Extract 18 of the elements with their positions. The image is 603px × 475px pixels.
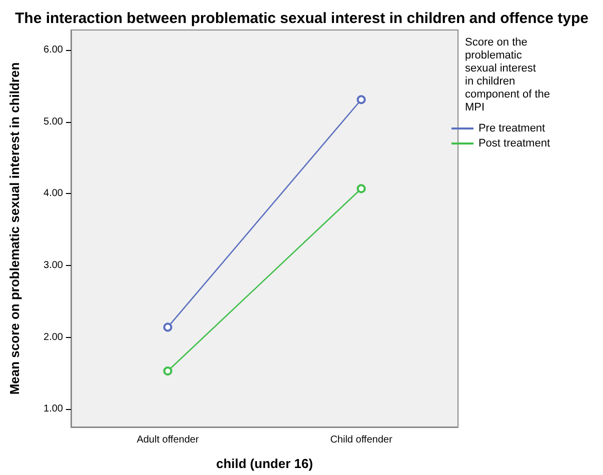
point (356, 95, 366, 104)
point (163, 366, 172, 376)
y-tick-label: 4.00 (44, 188, 64, 200)
y-tick-label: 6.00 (44, 44, 64, 56)
chart-title: The interaction between problematic sexual interest in children and offence type (15, 10, 588, 27)
legend-label: Pre treatment (478, 122, 546, 134)
x-tick-label: Child offender (330, 434, 393, 446)
x-axis-title: child (under 16) (216, 456, 313, 471)
point (356, 184, 366, 194)
y-tick-label: 5.00 (44, 116, 64, 128)
x-tick-label: Adult offender (136, 434, 200, 446)
y-tick-label: 3.00 (44, 260, 64, 271)
y-tick-label: 2.00 (44, 332, 64, 343)
y-tick-label: 1.00 (44, 404, 64, 415)
point (163, 322, 172, 332)
legend-title: Score on the problematic sexual interest in children component of the MPI (465, 36, 550, 114)
y-axis-title: Mean score on problematic sexual interest in children (7, 62, 22, 395)
legend-label: Post treatment (478, 138, 550, 150)
